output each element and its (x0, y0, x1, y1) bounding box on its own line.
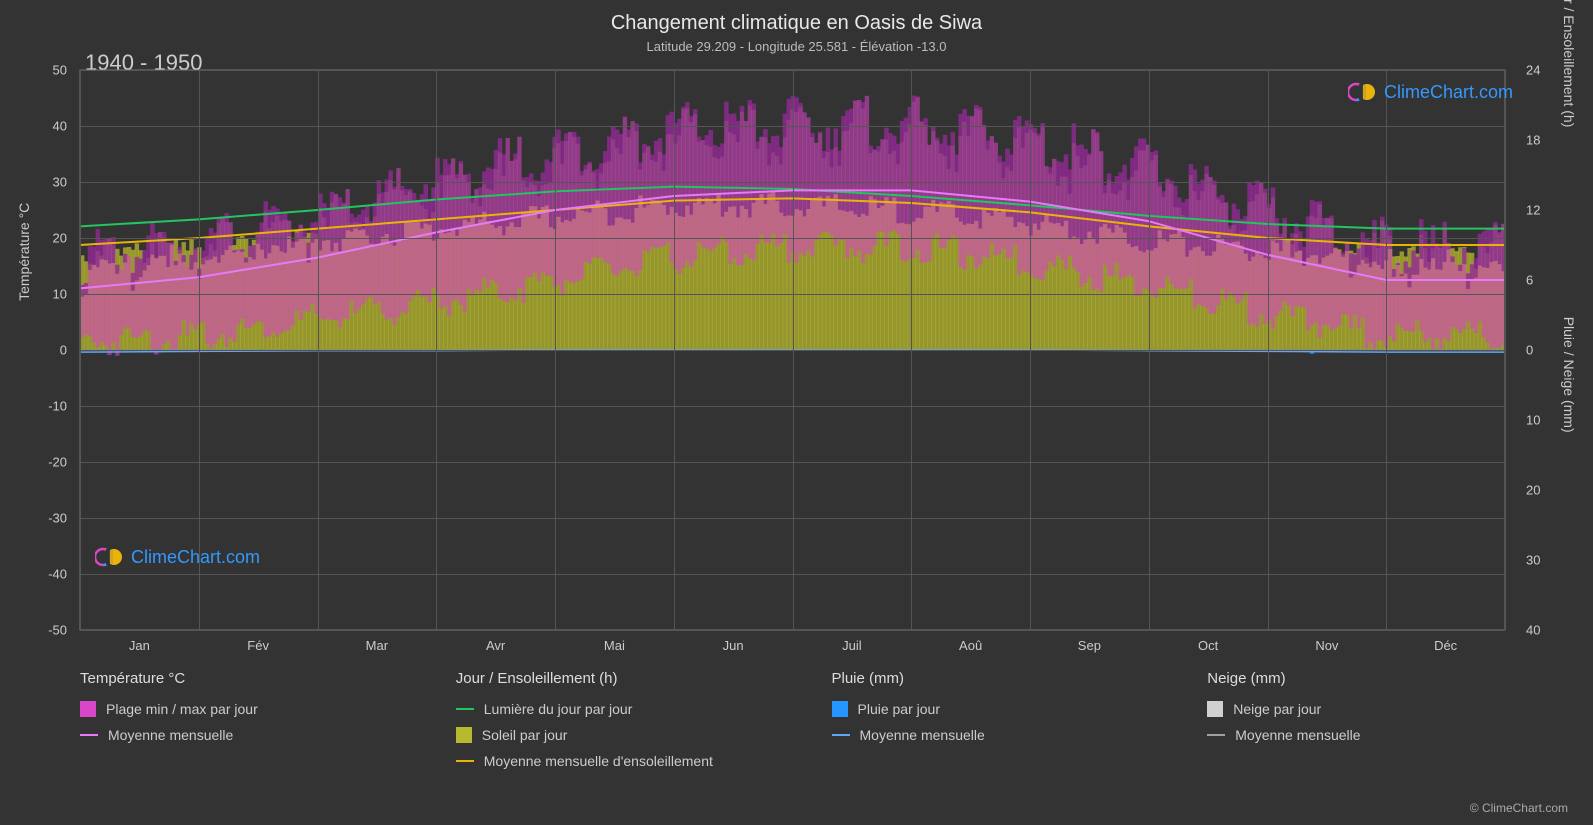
x-tick: Jan (129, 638, 150, 653)
legend-label: Soleil par jour (482, 727, 568, 743)
y-tick-left: -10 (48, 399, 67, 414)
legend-col-rain: Pluie (mm) Pluie par jour Moyenne mensue… (832, 670, 1178, 769)
legend-col-snow: Neige (mm) Neige par jour Moyenne mensue… (1207, 670, 1553, 769)
y-tick-right: 20 (1526, 483, 1540, 498)
x-tick: Fév (247, 638, 269, 653)
y-axis-right: 2418126010203040 (1518, 70, 1553, 630)
legend-swatch (1207, 701, 1223, 717)
legend-item: Moyenne mensuelle d'ensoleillement (456, 753, 802, 769)
logo-top-right: ClimeChart.com (1348, 80, 1513, 104)
legend-header: Jour / Ensoleillement (h) (456, 670, 802, 687)
climechart-logo-icon (95, 545, 125, 569)
legend-line (1207, 734, 1225, 736)
legend-label: Neige par jour (1233, 701, 1321, 717)
y-tick-left: 40 (53, 119, 67, 134)
x-tick: Sep (1078, 638, 1101, 653)
y-tick-right: 6 (1526, 273, 1533, 288)
x-tick: Avr (486, 638, 505, 653)
x-tick: Oct (1198, 638, 1218, 653)
y-tick-right: 0 (1526, 343, 1533, 358)
logo-text: ClimeChart.com (1384, 82, 1513, 103)
x-tick: Jun (723, 638, 744, 653)
x-axis: Jan Fév Mar Avr Mai Jun Juil Aoû Sep Oct Nov Déc (80, 630, 1505, 660)
legend: Température °C Plage min / max par jour … (80, 670, 1553, 769)
y-tick-right: 12 (1526, 203, 1540, 218)
legend-item: Moyenne mensuelle (1207, 727, 1553, 743)
y-axis-left-label: Température °C (16, 203, 32, 301)
legend-label: Moyenne mensuelle (1235, 727, 1360, 743)
legend-item: Moyenne mensuelle (80, 727, 426, 743)
y-tick-left: 30 (53, 175, 67, 190)
y-tick-right: 18 (1526, 133, 1540, 148)
y-tick-left: 10 (53, 287, 67, 302)
legend-swatch (832, 701, 848, 717)
logo-text: ClimeChart.com (131, 547, 260, 568)
legend-line (80, 734, 98, 736)
y-tick-right: 10 (1526, 413, 1540, 428)
x-tick: Nov (1315, 638, 1338, 653)
x-tick: Mar (366, 638, 388, 653)
x-tick: Mai (604, 638, 625, 653)
x-tick: Juil (842, 638, 862, 653)
legend-item: Neige par jour (1207, 701, 1553, 717)
legend-swatch (456, 727, 472, 743)
legend-line (832, 734, 850, 736)
legend-item: Lumière du jour par jour (456, 701, 802, 717)
legend-line (456, 760, 474, 762)
legend-label: Pluie par jour (858, 701, 941, 717)
x-tick: Déc (1434, 638, 1457, 653)
legend-item: Soleil par jour (456, 727, 802, 743)
x-tick: Aoû (959, 638, 982, 653)
legend-col-temperature: Température °C Plage min / max par jour … (80, 670, 426, 769)
y-axis-left: 50403020100-10-20-30-40-50 (40, 70, 75, 630)
legend-header: Pluie (mm) (832, 670, 1178, 687)
legend-item: Pluie par jour (832, 701, 1178, 717)
y-tick-right: 24 (1526, 63, 1540, 78)
legend-header: Température °C (80, 670, 426, 687)
y-tick-left: -20 (48, 455, 67, 470)
y-tick-left: -40 (48, 567, 67, 582)
y-tick-right: 40 (1526, 623, 1540, 638)
legend-label: Moyenne mensuelle (108, 727, 233, 743)
legend-label: Lumière du jour par jour (484, 701, 633, 717)
copyright: © ClimeChart.com (1470, 801, 1568, 815)
legend-swatch (80, 701, 96, 717)
y-axis-right-label-top: Jour / Ensoleillement (h) (1561, 0, 1577, 127)
y-tick-left: -30 (48, 511, 67, 526)
y-tick-left: 50 (53, 63, 67, 78)
chart-title: Changement climatique en Oasis de Siwa (0, 0, 1593, 35)
legend-label: Moyenne mensuelle d'ensoleillement (484, 753, 713, 769)
logo-bottom-left: ClimeChart.com (95, 545, 260, 569)
y-axis-right-label-bottom: Pluie / Neige (mm) (1561, 317, 1577, 433)
y-tick-left: 0 (60, 343, 67, 358)
chart-subtitle: Latitude 29.209 - Longitude 25.581 - Élé… (0, 35, 1593, 54)
legend-line (456, 708, 474, 710)
legend-label: Plage min / max par jour (106, 701, 258, 717)
legend-col-daylight: Jour / Ensoleillement (h) Lumière du jou… (456, 670, 802, 769)
plot-area (80, 70, 1505, 630)
y-tick-right: 30 (1526, 553, 1540, 568)
climechart-logo-icon (1348, 80, 1378, 104)
legend-item: Moyenne mensuelle (832, 727, 1178, 743)
legend-item: Plage min / max par jour (80, 701, 426, 717)
legend-header: Neige (mm) (1207, 670, 1553, 687)
y-tick-left: 20 (53, 231, 67, 246)
legend-label: Moyenne mensuelle (860, 727, 985, 743)
y-tick-left: -50 (48, 623, 67, 638)
